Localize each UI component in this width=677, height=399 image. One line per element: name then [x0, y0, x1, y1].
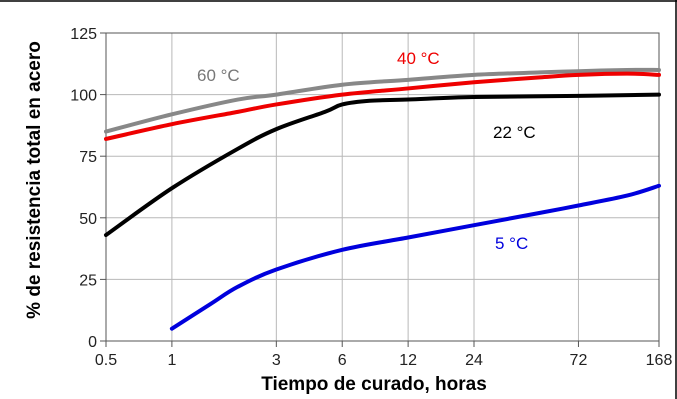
series-label: 5 °C [495, 234, 528, 253]
y-tick-label: 0 [88, 334, 97, 351]
series-labels: 60 °C 40 °C 22 °C 5 °C [197, 49, 536, 253]
series-label: 60 °C [197, 66, 240, 85]
y-axis-ticks: 0 25 50 75 100 125 [70, 26, 106, 351]
series-line [104, 92, 661, 238]
y-tick-label: 50 [79, 211, 97, 228]
x-tick-label: 6 [338, 352, 347, 369]
x-tick-label: 12 [399, 352, 417, 369]
x-axis-title: Tiempo de curado, horas [261, 374, 487, 395]
series-line [104, 71, 661, 141]
series-line [169, 183, 661, 331]
y-axis-title: % de resistencia total en acero [24, 41, 45, 319]
series-line [104, 67, 661, 134]
y-tick-label: 100 [70, 88, 97, 105]
series-label: 40 °C [397, 49, 440, 68]
x-tick-label: 0.5 [95, 352, 117, 369]
x-axis-ticks: 0.5 1 3 6 12 24 72 168 [95, 341, 673, 369]
y-tick-label: 75 [79, 149, 97, 166]
y-tick-label: 125 [70, 26, 97, 43]
series-lines [104, 67, 661, 331]
series-label: 22 °C [493, 123, 536, 142]
x-tick-label: 168 [646, 352, 673, 369]
x-tick-label: 72 [570, 352, 588, 369]
x-tick-label: 1 [167, 352, 176, 369]
y-tick-label: 25 [79, 272, 97, 289]
x-tick-label: 3 [272, 352, 281, 369]
x-tick-label: 24 [465, 352, 483, 369]
